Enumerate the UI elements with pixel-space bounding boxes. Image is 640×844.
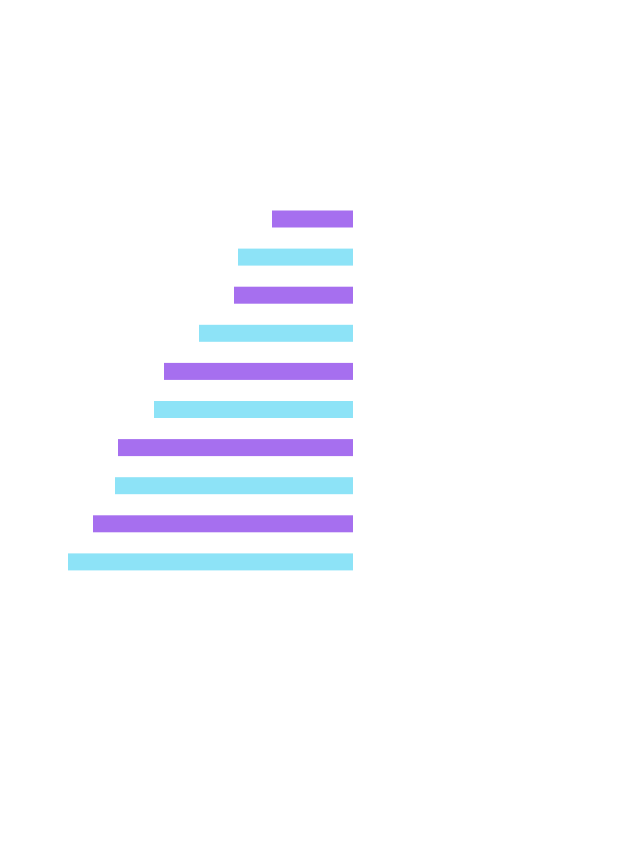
bar-6 [154,401,353,418]
bar-3 [234,286,353,304]
bar-4 [199,324,353,342]
bar-8 [115,477,353,495]
bar-1 [272,210,353,228]
bar-5 [164,362,353,380]
bar-2 [238,248,353,266]
bar-10 [68,553,353,571]
bar-7 [118,439,353,457]
bar-9 [93,515,353,533]
